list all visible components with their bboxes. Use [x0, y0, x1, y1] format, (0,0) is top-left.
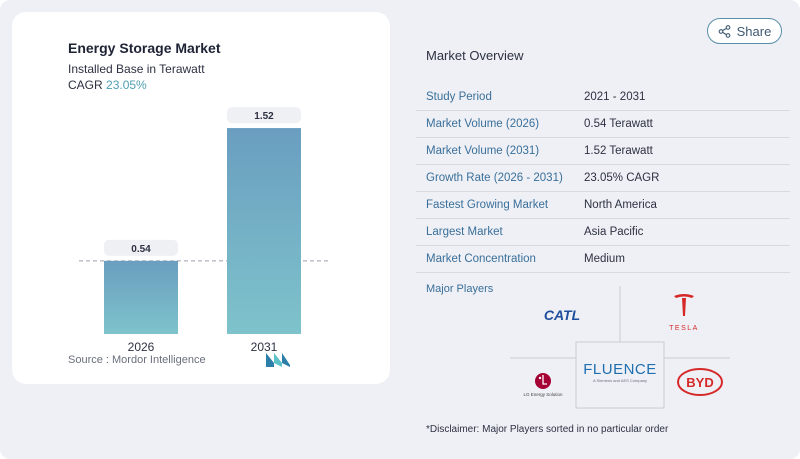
overview-row: Market Volume (2031) 1.52 Terawatt — [416, 138, 790, 165]
overview-row: Fastest Growing Market North America — [416, 192, 790, 219]
overview-row: Growth Rate (2026 - 2031) 23.05% CAGR — [416, 165, 790, 192]
tesla-wordmark: TESLA — [669, 325, 699, 332]
overview-row: Study Period 2021 - 2031 — [416, 84, 790, 111]
overview-row-key: Fastest Growing Market — [426, 199, 549, 211]
overview-row-key: Market Volume (2031) — [426, 145, 540, 157]
value-label-bg — [104, 239, 178, 256]
bar-chart: 0.54 2026 1.52 2031 — [79, 107, 328, 354]
value-label-bg — [227, 107, 301, 124]
fluence-tagline: A Siemens and AES Company — [593, 378, 647, 383]
overview-row-value: 2021 - 2031 — [584, 91, 646, 103]
share-label: Share — [736, 23, 772, 39]
share-button[interactable]: Share — [707, 18, 782, 44]
overview-row-value: Asia Pacific — [584, 226, 644, 238]
overview-row-key: Growth Rate (2026 - 2031) — [426, 172, 563, 184]
x-tick-label: 2031 — [251, 340, 278, 354]
source-text: Source : Mordor Intelligence — [68, 354, 206, 366]
chart-title: Energy Storage Market — [68, 40, 221, 56]
fluence-logo: FLUENCE — [583, 361, 657, 378]
major-players-grid: CATL TESLA FLUENCE A Siemens and AES Com… — [510, 286, 730, 409]
overview-row-key: Study Period — [426, 91, 492, 103]
chart-card — [12, 12, 390, 384]
overview-row-key: Market Volume (2026) — [426, 118, 540, 130]
value-label: 1.52 — [254, 111, 274, 122]
overview-row-value: North America — [584, 199, 657, 211]
overview-row: Largest Market Asia Pacific — [416, 219, 790, 246]
bar-2031 — [227, 128, 301, 334]
disclaimer-text: *Disclaimer: Major Players sorted in no … — [426, 424, 669, 435]
catl-logo: CATL — [544, 307, 580, 323]
bar-2026 — [104, 260, 178, 334]
overview-title: Market Overview — [426, 48, 524, 63]
chart-subtitle: Installed Base in Terawatt — [68, 62, 205, 76]
major-players-title: Major Players — [426, 283, 494, 295]
value-label: 0.54 — [131, 244, 151, 255]
x-tick-label: 2026 — [128, 340, 155, 354]
share-icon — [718, 24, 730, 38]
overview-row-value: 1.52 Terawatt — [584, 145, 653, 157]
lg-wordmark: LG Energy Solution — [523, 392, 563, 397]
overview-table: Study Period 2021 - 2031 Market Volume (20… — [416, 84, 790, 273]
overview-row: Market Volume (2026) 0.54 Terawatt — [416, 111, 790, 138]
overview-row-key: Largest Market — [426, 226, 503, 238]
overview-row-value: 23.05% CAGR — [584, 172, 660, 184]
lg-energy-logo: LG Energy Solution — [523, 373, 563, 397]
overview-row-value: Medium — [584, 253, 625, 265]
cagr-label: CAGR — [68, 78, 103, 92]
tesla-logo: TESLA — [669, 294, 699, 332]
overview-row-key: Market Concentration — [426, 253, 536, 265]
mordor-intelligence-logo — [266, 353, 290, 367]
overview-row: Market Concentration Medium — [416, 246, 790, 273]
byd-logo: BYD — [677, 368, 723, 396]
cagr-line: CAGR 23.05% — [68, 78, 147, 92]
byd-wordmark: BYD — [686, 375, 713, 390]
cagr-value: 23.05% — [106, 78, 147, 92]
overview-row-value: 0.54 Terawatt — [584, 118, 653, 130]
